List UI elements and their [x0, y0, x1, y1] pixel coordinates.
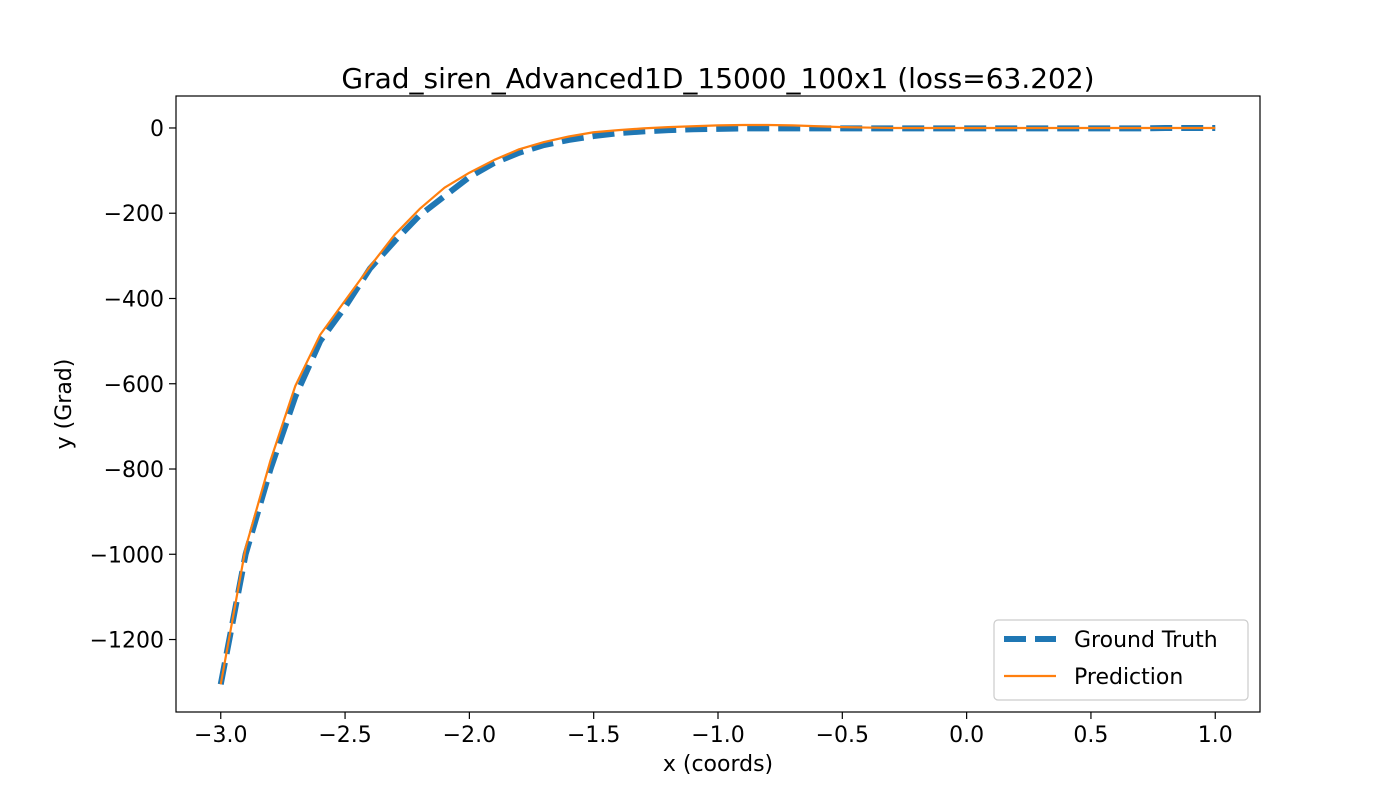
y-tick-label: −600 [104, 373, 164, 398]
x-tick-label: −1.0 [691, 723, 744, 748]
legend-label-prediction: Prediction [1074, 665, 1183, 690]
series-line-ground-truth [217, 124, 1216, 685]
x-tick-label: 0.5 [1073, 723, 1108, 748]
x-tick-label: 1.0 [1198, 723, 1233, 748]
x-axis-label: x (coords) [663, 752, 773, 777]
legend-box [993, 619, 1249, 701]
x-axis: −3.0 −2.5 −2.0 −1.5 −1.0 −0.5 0.0 0.5 1.0 [194, 712, 1233, 748]
y-tick-label: −800 [104, 458, 164, 483]
y-tick-label: −1000 [90, 543, 164, 568]
x-tick-label: −1.5 [567, 723, 620, 748]
x-tick-label: 0.0 [949, 723, 984, 748]
y-tick-label: −400 [104, 287, 164, 312]
plot-area [217, 123, 1216, 685]
y-tick-label: −200 [104, 202, 164, 227]
y-axis-label: y (Grad) [52, 359, 77, 450]
legend: Ground Truth Prediction [993, 619, 1249, 701]
y-tick-label: 0 [150, 117, 164, 142]
chart-title: Grad_siren_Advanced1D_15000_100x1 (loss=… [341, 62, 1094, 95]
x-tick-label: −3.0 [194, 723, 247, 748]
x-tick-label: −2.0 [443, 723, 496, 748]
x-tick-label: −2.5 [318, 723, 371, 748]
x-tick-label: −0.5 [816, 723, 869, 748]
y-axis: 0 −200 −400 −600 −800 −1000 −1200 [90, 117, 176, 654]
y-tick-label: −1200 [90, 629, 164, 654]
series-line-prediction [219, 123, 1216, 685]
legend-label-ground-truth: Ground Truth [1074, 628, 1218, 653]
